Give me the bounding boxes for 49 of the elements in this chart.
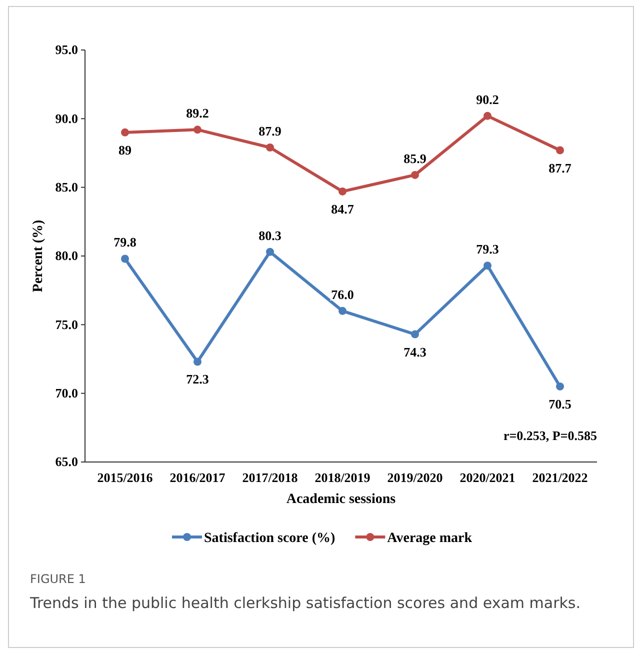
point bbox=[411, 330, 419, 338]
legend-label: Average mark bbox=[387, 531, 472, 546]
y-tick-label: 75.0 bbox=[55, 316, 78, 332]
x-tick-label: 2018/2019 bbox=[314, 470, 371, 485]
data-label: 76.0 bbox=[331, 286, 354, 302]
data-label: 89.2 bbox=[186, 106, 209, 121]
point bbox=[411, 170, 419, 179]
point bbox=[266, 248, 274, 256]
data-label: 80.3 bbox=[258, 228, 282, 243]
y-tick-label: 70.0 bbox=[55, 385, 78, 400]
data-label: 87.7 bbox=[548, 160, 572, 176]
x-tick-label: 2017/2018 bbox=[242, 470, 298, 485]
x-tick-label: 2019/2020 bbox=[387, 470, 443, 485]
point bbox=[556, 382, 564, 390]
y-tick-label: 90.0 bbox=[55, 110, 78, 126]
point bbox=[338, 306, 346, 315]
point bbox=[121, 254, 129, 263]
point bbox=[556, 146, 564, 154]
data-label: 70.5 bbox=[548, 396, 572, 412]
point bbox=[194, 126, 202, 134]
point bbox=[266, 144, 274, 152]
y-tick-label: 65.0 bbox=[55, 454, 78, 470]
x-tick-label: 2015/2016 bbox=[97, 470, 154, 485]
data-label: 85.9 bbox=[404, 150, 427, 166]
y-tick-label: 80.0 bbox=[55, 248, 78, 264]
data-label: 84.7 bbox=[331, 201, 354, 216]
data-label: 79.8 bbox=[114, 234, 137, 250]
data-label: 87.9 bbox=[258, 124, 282, 139]
annotation: r=0.253, P=0.585 bbox=[503, 428, 598, 443]
x-tick-label: 2020/2021 bbox=[460, 470, 516, 485]
x-tick-label: 2016/2017 bbox=[170, 470, 226, 485]
point bbox=[338, 187, 346, 196]
caption: FIGURE 1 bbox=[30, 572, 86, 586]
y-tick-label: 85.0 bbox=[55, 179, 78, 194]
point bbox=[194, 358, 202, 366]
x-tick-label: 2021/2022 bbox=[532, 470, 588, 485]
data-label: 89 bbox=[118, 142, 132, 158]
y-axis-title: Percent (%) bbox=[31, 219, 46, 292]
data-label: 79.3 bbox=[476, 242, 500, 257]
point bbox=[484, 112, 492, 120]
point bbox=[484, 262, 492, 270]
x-axis-title: Academic sessions bbox=[286, 492, 396, 507]
data-label: 90.2 bbox=[476, 92, 499, 107]
y-tick-label: 95.0 bbox=[55, 42, 78, 58]
data-label: 72.3 bbox=[186, 372, 210, 387]
point bbox=[121, 128, 129, 136]
text: Trends in the public health clerkship satisfaction scores and exam marks. bbox=[29, 594, 581, 612]
legend-label: Satisfaction score (%) bbox=[204, 531, 336, 546]
data-label: 74.3 bbox=[404, 344, 427, 360]
